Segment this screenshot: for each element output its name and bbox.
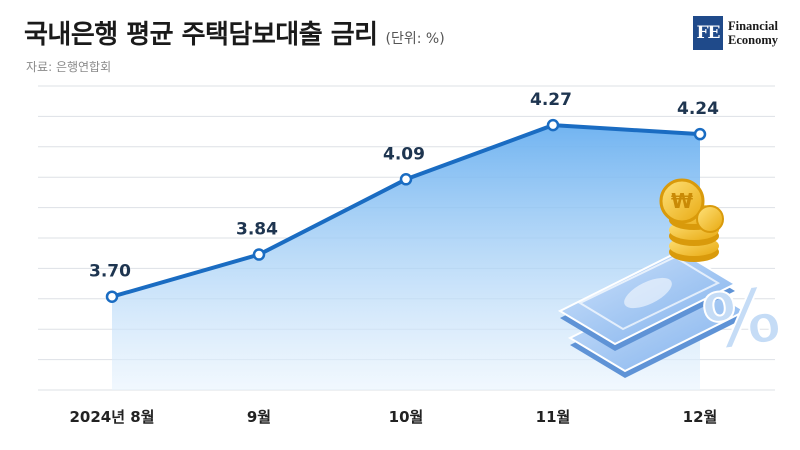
data-label: 4.24	[677, 99, 719, 119]
data-labels: 3.70 3.84 4.09 4.27 4.24	[89, 90, 719, 282]
brand-logo: FE Financial Economy	[692, 16, 778, 50]
svg-text:₩: ₩	[671, 189, 693, 213]
data-point	[546, 118, 560, 132]
area-shape	[112, 125, 700, 390]
money-illustration: ₩ %	[557, 178, 787, 378]
banknote-stack-icon	[557, 249, 748, 378]
svg-text:%: %	[698, 269, 786, 368]
logo-text: Financial Economy	[728, 19, 778, 47]
percent-sign-icon: %	[697, 268, 787, 369]
data-label: 3.84	[236, 220, 278, 240]
x-tick-label: 9월	[247, 408, 271, 426]
data-label: 3.70	[89, 262, 131, 282]
data-point	[105, 290, 119, 303]
data-point	[252, 248, 266, 261]
coin-stack-icon: ₩	[659, 178, 724, 262]
title-row: 국내은행 평균 주택담보대출 금리 (단위: %)	[24, 14, 445, 51]
data-point	[399, 173, 413, 186]
logo-line-2: Economy	[727, 33, 778, 47]
x-tick-label: 2024년 8월	[69, 408, 154, 426]
data-label: 4.09	[383, 144, 425, 164]
chart-title: 국내은행 평균 주택담보대출 금리	[24, 20, 378, 50]
data-point	[693, 127, 707, 141]
x-tick-label: 11월	[536, 408, 571, 426]
data-label: 4.27	[530, 90, 572, 110]
x-axis-labels: 2024년 8월 9월 10월 11월 12월	[69, 408, 717, 426]
x-tick-label: 10월	[389, 408, 424, 426]
logo-line-1: Financial	[727, 19, 778, 33]
area-fill	[112, 125, 700, 390]
data-points	[105, 118, 707, 303]
x-tick-label: 12월	[683, 408, 718, 426]
unit-label: (단위: %)	[385, 31, 445, 47]
logo-mark-icon: FE	[692, 16, 723, 50]
source-label: 자료: 은행연합회	[26, 60, 112, 74]
